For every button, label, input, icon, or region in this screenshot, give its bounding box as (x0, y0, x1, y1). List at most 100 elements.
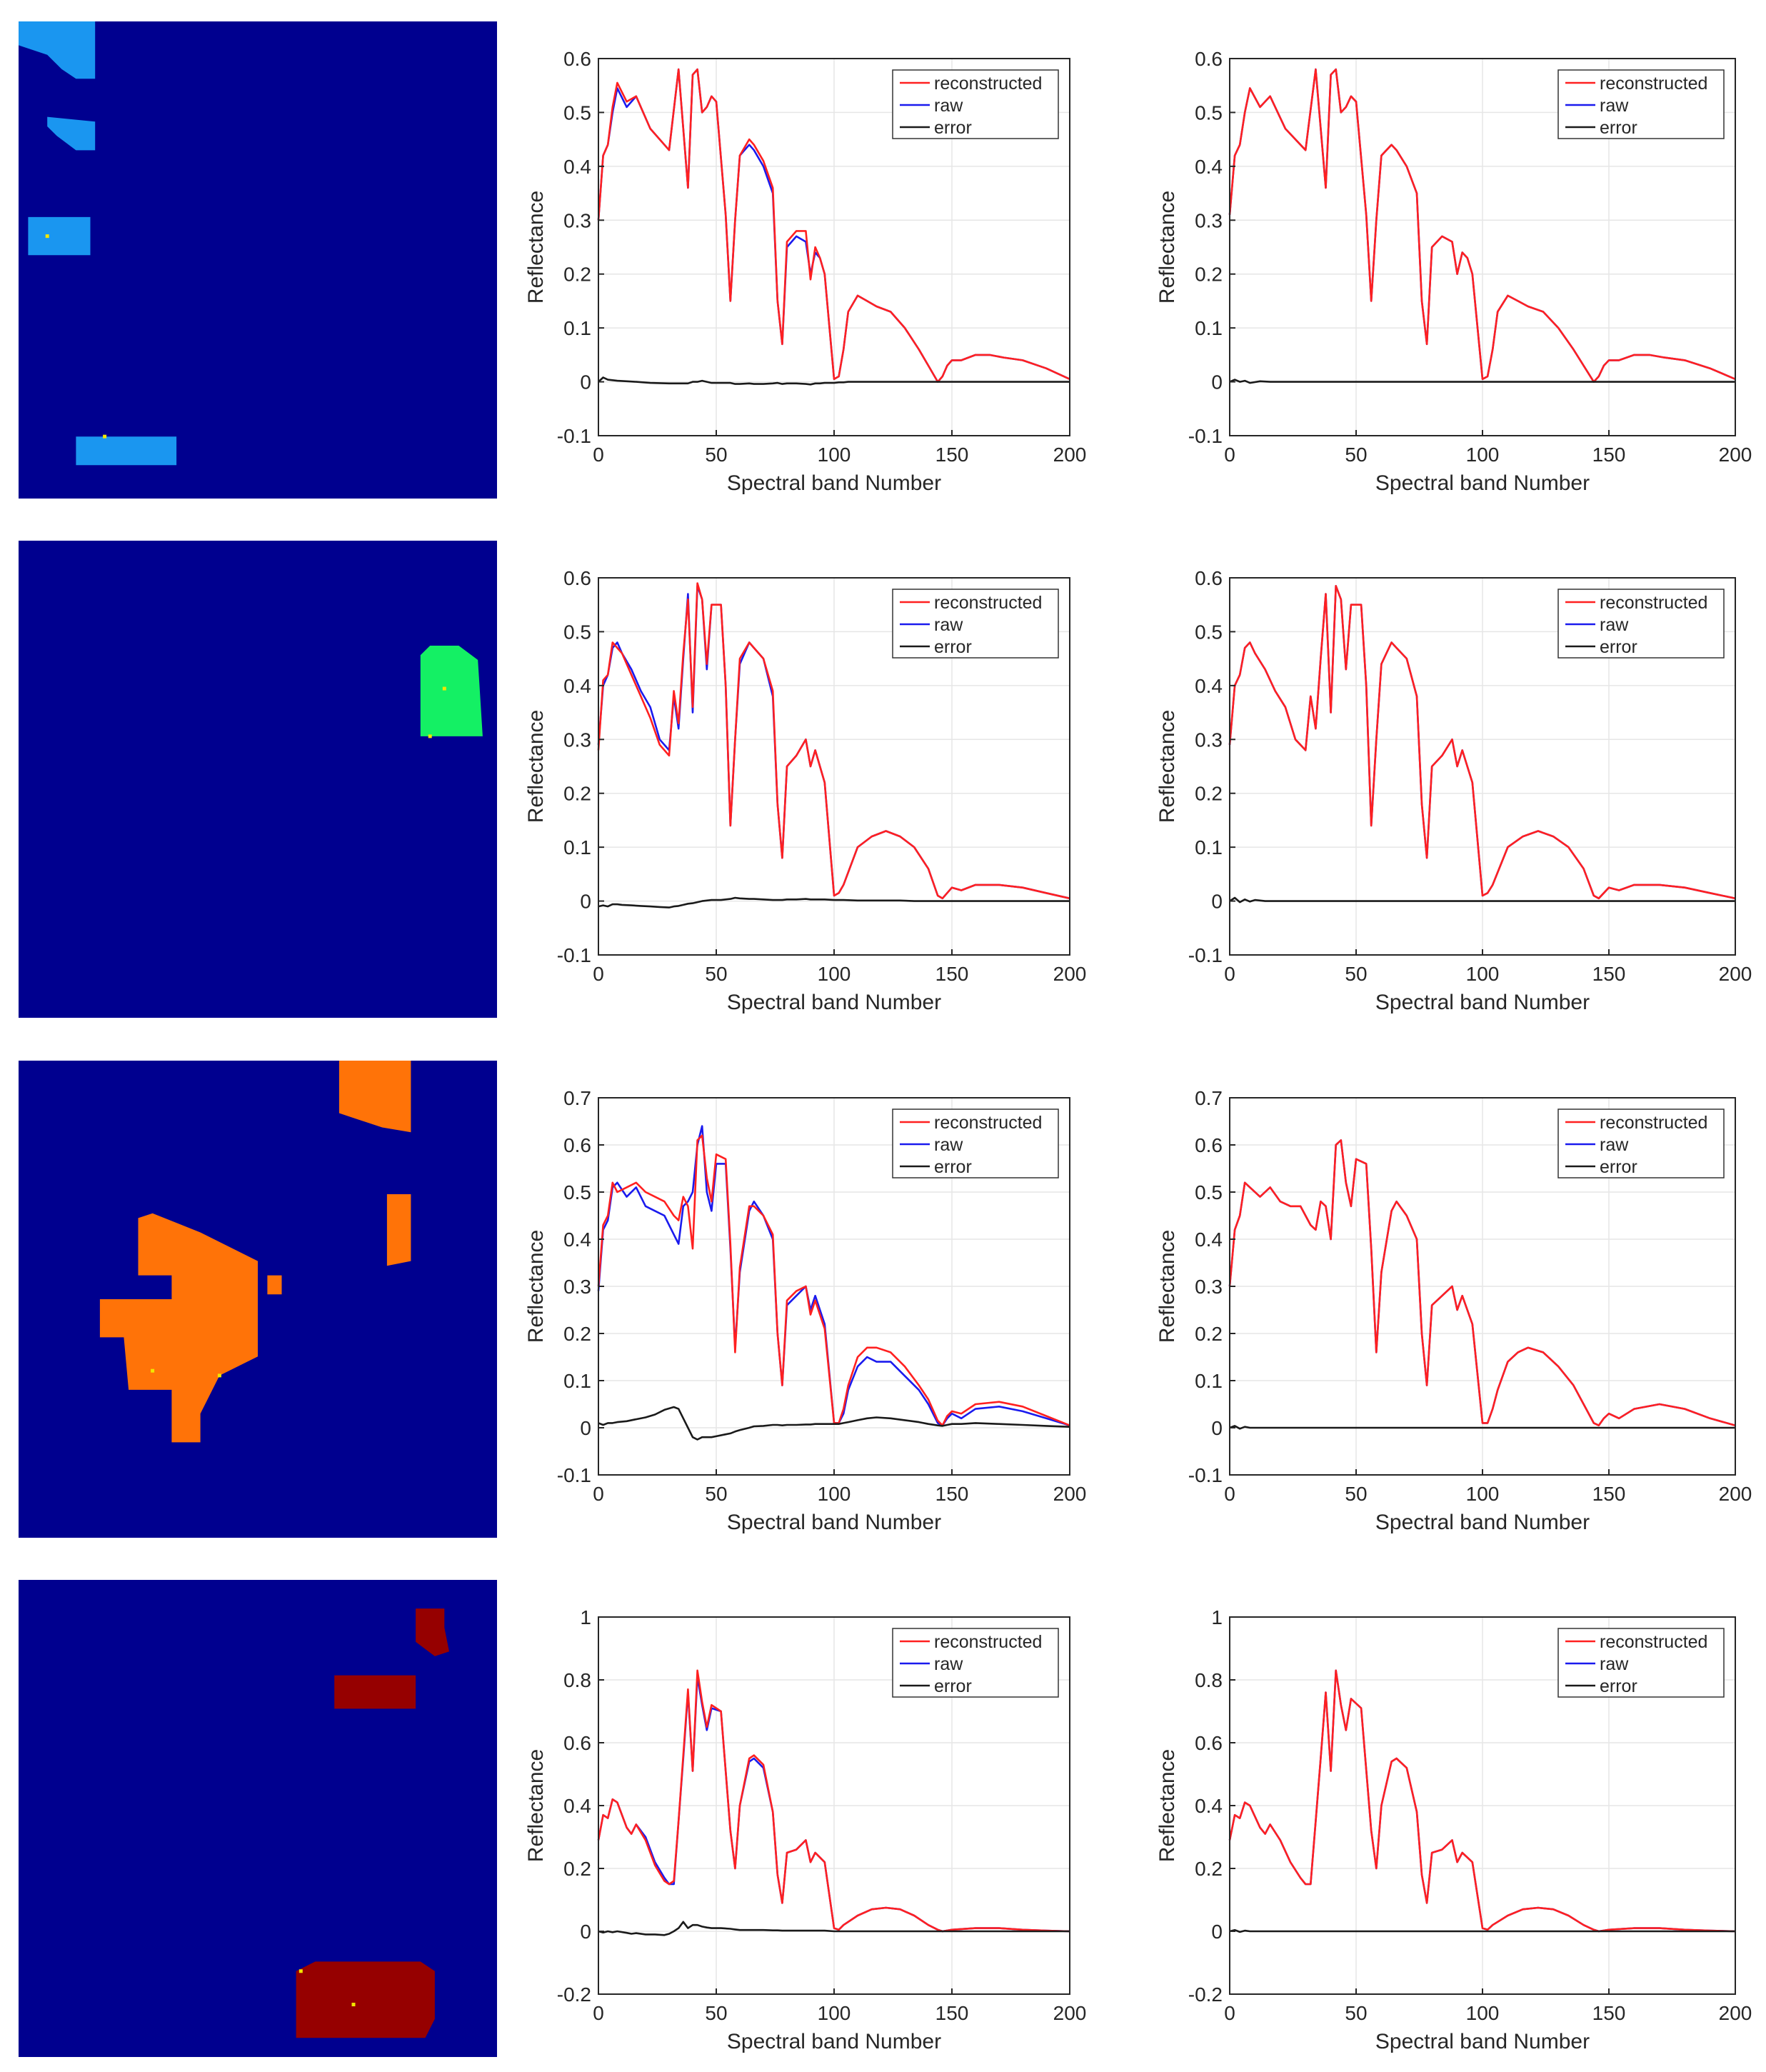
legend-label-raw: raw (934, 1654, 963, 1674)
y-tick-label: 0.6 (1195, 567, 1223, 589)
x-tick-label: 100 (818, 963, 851, 985)
y-tick-label: 0.2 (1195, 783, 1223, 805)
legend-label-raw: raw (1600, 1654, 1629, 1674)
class-region (420, 646, 483, 736)
y-tick-label: 0.2 (1195, 264, 1223, 286)
legend-label-reconstructed: reconstructed (934, 593, 1042, 613)
y-tick-label: 0.6 (1195, 1732, 1223, 1754)
series-line-reconstructed (597, 68, 1070, 383)
series-line-reconstructed (1228, 585, 1736, 900)
x-tick-label: 200 (1053, 444, 1087, 466)
y-tick-label: 0.4 (563, 1228, 591, 1251)
series-line-error (1229, 896, 1735, 904)
legend-label-raw: raw (1600, 615, 1629, 635)
sample-pixel-marker (298, 1969, 303, 1973)
series-line-error (1229, 1928, 1735, 1933)
x-tick-label: 0 (1224, 1483, 1235, 1505)
x-tick-label: 150 (935, 1483, 969, 1505)
x-tick-label: 200 (1719, 444, 1752, 466)
y-tick-label: 0.5 (1195, 101, 1223, 124)
y-tick-label: 0.4 (1195, 156, 1223, 178)
legend-label-reconstructed: reconstructed (1600, 1113, 1707, 1133)
class-region (416, 1608, 449, 1656)
x-tick-label: 100 (1466, 963, 1500, 985)
x-tick-label: 200 (1053, 1483, 1087, 1505)
y-tick-label: 0 (1211, 371, 1223, 394)
legend-label-raw: raw (934, 615, 963, 635)
x-tick-label: 0 (593, 2002, 604, 2024)
y-tick-label: -0.1 (1188, 425, 1223, 447)
y-tick-label: 0.6 (1195, 1134, 1223, 1156)
legend-label-error: error (1600, 1157, 1637, 1177)
line-chart-r2-c2: -0.100.10.20.30.40.50.60 50 100 150 200Spect… (1155, 567, 1752, 1014)
series-line-error (1229, 1425, 1735, 1430)
y-tick-label: 1 (580, 1606, 591, 1628)
x-tick-label: 150 (935, 963, 969, 985)
class-map-2 (19, 541, 497, 1018)
x-tick-label: 50 (705, 2002, 727, 2024)
y-tick-label: 0.3 (1195, 209, 1223, 231)
y-tick-label: -0.1 (1188, 944, 1223, 966)
series-line-reconstructed (597, 582, 1070, 900)
x-tick-label: 150 (1592, 444, 1626, 466)
y-tick-label: 0.1 (563, 1370, 591, 1392)
x-tick-label: 50 (705, 963, 727, 985)
x-axis-label: Spectral band Number (1375, 471, 1590, 495)
y-tick-label: 0.1 (1195, 836, 1223, 859)
y-tick-label: -0.2 (557, 1983, 591, 2006)
x-tick-label: 200 (1719, 2002, 1752, 2024)
x-tick-label: 200 (1053, 963, 1087, 985)
x-axis-label: Spectral band Number (1375, 2030, 1590, 2053)
y-tick-label: 0.7 (1195, 1087, 1223, 1109)
legend-label-error: error (1600, 1676, 1637, 1696)
y-tick-label: 0.5 (563, 621, 591, 643)
y-tick-label: 0.4 (1195, 1228, 1223, 1251)
x-tick-label: 50 (1345, 444, 1367, 466)
x-axis-label: Spectral band Number (1375, 991, 1590, 1014)
x-tick-label: 50 (705, 444, 727, 466)
class-region (338, 1061, 411, 1133)
y-tick-label: 0.4 (563, 1795, 591, 1817)
class-map-1 (19, 21, 497, 499)
x-tick-label: 50 (1345, 2002, 1367, 2024)
y-tick-label: 0.2 (563, 1323, 591, 1345)
x-tick-label: 100 (1466, 2002, 1500, 2024)
y-tick-label: -0.1 (557, 425, 591, 447)
y-tick-label: 0 (580, 891, 591, 913)
series-line-reconstructed (597, 1669, 1070, 1933)
line-chart-r3-c2: -0.100.10.20.30.40.50.60.70 50 100 150 200Sp… (1155, 1087, 1752, 1534)
x-tick-label: 0 (1224, 444, 1235, 466)
y-axis-label: Reflectance (524, 191, 548, 304)
legend-label-reconstructed: reconstructed (1600, 1632, 1707, 1652)
y-tick-label: 0.4 (1195, 675, 1223, 697)
x-tick-label: 100 (1466, 1483, 1500, 1505)
legend-label-error: error (934, 1157, 972, 1177)
sample-pixel-marker (351, 2003, 356, 2007)
series-line-reconstructed (1228, 1139, 1736, 1426)
class-region (296, 1961, 435, 2038)
y-tick-label: -0.1 (1188, 1464, 1223, 1486)
y-tick-label: -0.2 (1188, 1983, 1223, 2006)
y-axis-label: Reflectance (1155, 191, 1179, 304)
series-line-error (598, 896, 1070, 909)
x-axis-label: Spectral band Number (1375, 1511, 1590, 1534)
legend-label-reconstructed: reconstructed (1600, 74, 1707, 94)
legend-label-reconstructed: reconstructed (1600, 593, 1707, 613)
class-region (47, 116, 96, 151)
legend-label-reconstructed: reconstructed (934, 1113, 1042, 1133)
y-tick-label: 0.5 (1195, 1181, 1223, 1203)
y-tick-label: 0 (1211, 1417, 1223, 1439)
y-axis-label: Reflectance (1155, 1230, 1179, 1343)
y-tick-label: 0.8 (563, 1669, 591, 1691)
x-tick-label: 150 (1592, 2002, 1626, 2024)
y-tick-label: 0.2 (1195, 1858, 1223, 1880)
y-tick-label: 0.7 (563, 1087, 591, 1109)
y-axis-label: Reflectance (524, 1230, 548, 1343)
y-tick-label: 0.3 (1195, 1276, 1223, 1298)
class-region (99, 1213, 258, 1443)
